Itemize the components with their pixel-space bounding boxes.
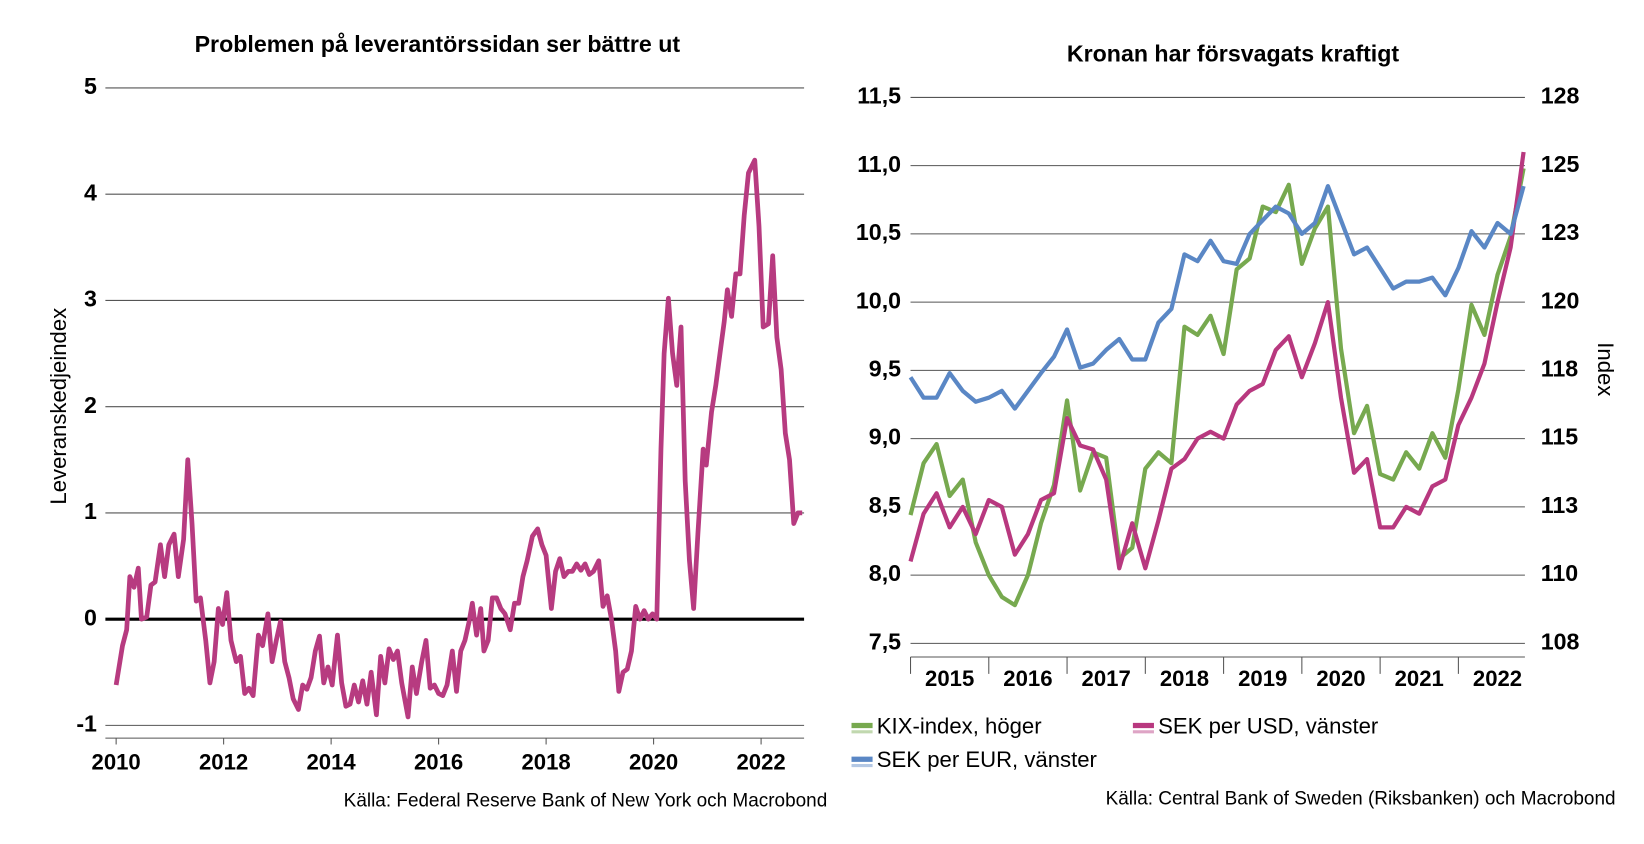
y-tick-label: 1 (84, 498, 97, 524)
source-note: Källa: Federal Reserve Bank of New York … (344, 790, 828, 811)
x-tick-label: 2020 (629, 749, 678, 774)
data-line (908, 167, 1526, 608)
y2-tick-label: 125 (1541, 151, 1580, 177)
source-note: Källa: Central Bank of Sweden (Riksbanke… (1106, 788, 1616, 809)
y-tick-label: 5 (84, 73, 97, 99)
x-tick-label: 2012 (199, 749, 248, 774)
x-tick-label: 2017 (1082, 666, 1131, 691)
y-tick-label: 7,5 (869, 628, 901, 654)
y-tick-label: 3 (84, 286, 97, 312)
data-line (113, 157, 803, 720)
x-tick-label: 2022 (1473, 666, 1522, 691)
chart-title: Kronan har försvagats kraftigt (1067, 40, 1399, 66)
chart-title: Problemen på leverantörssidan ser bättre… (195, 31, 681, 57)
y-tick-label: -1 (76, 711, 97, 737)
y-tick-label: 9,5 (869, 356, 901, 382)
y-tick-label: 10,0 (856, 287, 901, 313)
y-tick-label: 11,0 (857, 151, 901, 177)
legend-label: SEK per USD, vänster (1158, 713, 1378, 738)
x-tick-label: 2018 (1160, 666, 1209, 691)
y2-tick-label: 120 (1541, 287, 1580, 313)
y2-tick-label: 128 (1541, 83, 1580, 109)
x-tick-label: 2014 (307, 749, 357, 774)
y-tick-label: 8,5 (869, 492, 901, 518)
y-tick-label: 11,5 (857, 83, 901, 109)
y-tick-label: 8,0 (869, 560, 901, 586)
x-tick-label: 2020 (1316, 666, 1365, 691)
x-tick-label: 2022 (736, 749, 785, 774)
y2-tick-label: 110 (1541, 560, 1578, 586)
y2-tick-label: 115 (1541, 424, 1578, 450)
legend-label: SEK per EUR, vänster (877, 747, 1097, 772)
x-tick-label: 2021 (1395, 666, 1444, 691)
y2-tick-label: 108 (1541, 628, 1580, 654)
y2-axis-label: Index (1593, 342, 1618, 396)
data-line (908, 184, 1526, 411)
x-tick-label: 2019 (1238, 666, 1287, 691)
y2-tick-label: 118 (1541, 356, 1578, 382)
y2-tick-label: 113 (1541, 492, 1578, 518)
y2-tick-label: 123 (1541, 219, 1580, 245)
data-line (908, 151, 1526, 571)
x-tick-label: 2016 (1003, 666, 1052, 691)
legend-label: KIX-index, höger (877, 713, 1042, 738)
y-tick-label: 2 (84, 392, 97, 418)
y-tick-label: 4 (84, 179, 97, 205)
y-tick-label: 0 (84, 604, 97, 630)
x-tick-label: 2018 (521, 749, 570, 774)
y-axis-label: Leveranskedjeindex (46, 308, 71, 505)
x-tick-label: 2015 (925, 666, 974, 691)
x-tick-label: 2010 (92, 749, 141, 774)
y-tick-label: 9,0 (869, 424, 901, 450)
y-tick-label: 10,5 (856, 219, 901, 245)
x-tick-label: 2016 (414, 749, 463, 774)
